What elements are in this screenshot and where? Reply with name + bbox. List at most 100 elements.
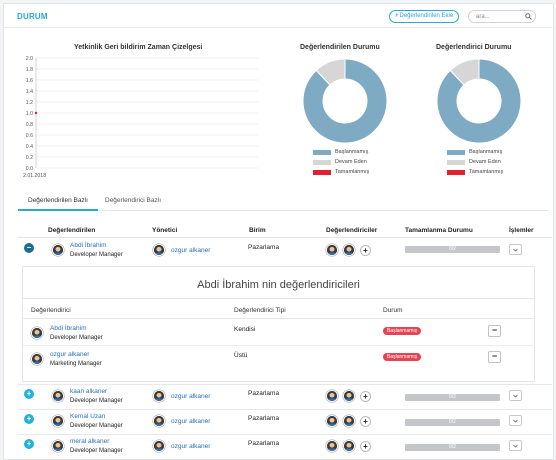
pie-chart-evaluator [436, 58, 522, 144]
actions-dropdown-button[interactable] [509, 244, 522, 255]
pie-legend-evaluated: Başlanmamış Devam Eden Tamamlanmış [313, 147, 369, 177]
evaluated-name-link[interactable]: Abdi İbrahim [70, 242, 107, 249]
add-evaluated-button[interactable]: +Değerlendirilen Ekle [389, 10, 460, 23]
y-tick-label: 0.2 [26, 155, 33, 161]
legend-swatch [447, 169, 465, 175]
detail-header-evaluator: Değerlendirici [31, 307, 71, 314]
legend-swatch [447, 149, 465, 155]
y-tick-label: 0.0 [26, 166, 33, 172]
page-header: DURUM +Değerlendirilen Ekle [4, 4, 553, 28]
evaluators-detail-panel: Abdi İbrahim nin değerlendiricileri Değe… [22, 266, 535, 382]
completion-progress-bar: 0/2 [405, 419, 500, 426]
manager-name-link[interactable]: ozgur alkaner [171, 247, 211, 254]
actions-dropdown-button[interactable] [509, 415, 522, 426]
view-tabs: Değerlendirilen Bazlı Değerlendirici Baz… [18, 193, 548, 211]
expand-row-icon[interactable]: + [24, 439, 34, 449]
avatar [52, 440, 64, 452]
legend-entry[interactable]: Tamamlanmış [447, 167, 503, 177]
legend-entry[interactable]: Devam Eden [313, 157, 369, 167]
evaluator-title: Marketing Manager [50, 361, 102, 367]
legend-swatch [447, 159, 465, 165]
pie-slice-2[interactable] [315, 58, 346, 86]
legend-label: Başlanmamış [469, 149, 503, 155]
add-evaluator-button[interactable]: + [360, 441, 371, 452]
evaluator-avatar[interactable] [326, 390, 338, 402]
unit-cell: Pazarlama [248, 440, 280, 447]
evaluated-name-link[interactable]: kaan alkaner [70, 388, 108, 395]
evaluator-avatar[interactable] [343, 415, 355, 427]
search-icon[interactable] [525, 13, 532, 20]
collapse-row-icon[interactable]: − [24, 243, 34, 253]
evaluator-avatar[interactable] [326, 415, 338, 427]
manager-name-link[interactable]: ozgur alkaner [171, 393, 211, 400]
pie-legend-evaluator: Başlanmamış Devam Eden Tamamlanmış [447, 147, 503, 177]
column-header-unit[interactable]: Birim [249, 227, 266, 234]
pie-slice-1[interactable] [436, 58, 522, 144]
evaluated-title: Developer Manager [70, 448, 123, 454]
actions-dropdown-button[interactable] [509, 390, 522, 401]
legend-entry[interactable]: Devam Eden [447, 157, 503, 167]
legend-label: Devam Eden [469, 159, 501, 165]
avatar [31, 353, 43, 365]
active-tab-indicator [18, 209, 98, 211]
legend-label: Tamamlanmış [469, 169, 504, 175]
completion-progress-bar: 0/2 [405, 444, 500, 451]
pie-slice-1[interactable] [302, 58, 388, 144]
column-header-manager[interactable]: Yönetici [152, 227, 178, 234]
unit-cell: Pazarlama [248, 415, 280, 422]
y-tick-label: 2.0 [26, 56, 33, 62]
legend-label: Tamamlanmış [335, 169, 370, 175]
row-divider [18, 434, 552, 435]
avatar [153, 415, 165, 427]
evaluator-avatar[interactable] [343, 440, 355, 452]
manager-name-link[interactable]: ozgur alkaner [171, 418, 211, 425]
manager-name-link[interactable]: ozgur alkaner [171, 443, 211, 450]
evaluator-avatar[interactable] [343, 244, 355, 256]
add-evaluator-button[interactable]: + [360, 391, 371, 402]
chevron-down-icon [513, 444, 518, 448]
evaluator-avatar[interactable] [326, 440, 338, 452]
data-point[interactable] [34, 111, 38, 115]
pie-chart-title-evaluated: Değerlendirilen Durumu [300, 44, 380, 51]
legend-label: Devam Eden [335, 159, 367, 165]
actions-dropdown-button[interactable] [509, 440, 522, 451]
evaluator-type: Kendisi [234, 326, 256, 333]
column-header-evaluated[interactable]: Değerlendirilen [48, 227, 96, 234]
table-header-divider [18, 237, 552, 238]
pie-slice-2[interactable] [449, 58, 480, 86]
legend-label: Başlanmamış [335, 149, 369, 155]
evaluated-title: Developer Manager [70, 423, 123, 429]
evaluated-name-link[interactable]: meral alkaner [70, 438, 110, 445]
column-header-completion[interactable]: Tamamlanma Durumu [405, 227, 473, 234]
detail-title-divider [23, 298, 534, 299]
legend-entry[interactable]: Başlanmamış [313, 147, 369, 157]
legend-swatch [313, 149, 331, 155]
line-chart-title: Yetkinlik Geri bildirim Zaman Çizelgesi [74, 44, 203, 51]
line-chart: 2.0 1.8 1.6 1.4 1.2 1.0 0.8 0.6 0.4 0.2 0.02.01.20… [23, 56, 258, 179]
y-tick-label: 1.4 [26, 89, 33, 95]
add-evaluator-button[interactable]: + [360, 245, 371, 256]
evaluator-avatar[interactable] [326, 244, 338, 256]
pie-chart-evaluated [302, 58, 388, 144]
evaluator-name-link[interactable]: Abdi İbrahim [50, 325, 87, 332]
legend-entry[interactable]: Başlanmamış [447, 147, 503, 157]
add-evaluator-button[interactable]: + [360, 416, 371, 427]
evaluator-name-link[interactable]: ozgur alkaner [50, 351, 90, 358]
avatar [153, 244, 165, 256]
legend-entry[interactable]: Tamamlanmış [313, 167, 369, 177]
search-input[interactable] [468, 10, 536, 23]
tab-evaluator-based[interactable]: Değerlendirici Bazlı [105, 197, 161, 204]
remove-evaluator-button[interactable]: − [488, 325, 501, 337]
x-tick-label: 2.01.2018 [23, 173, 46, 179]
expand-row-icon[interactable]: + [24, 414, 34, 424]
column-header-evaluators[interactable]: Değerlendiriciler [326, 227, 378, 234]
remove-evaluator-button[interactable]: − [488, 351, 501, 363]
expand-row-icon[interactable]: + [24, 389, 34, 399]
evaluator-avatar[interactable] [343, 390, 355, 402]
evaluator-type: Üstü [234, 352, 248, 359]
evaluated-name-link[interactable]: Kemal Uzan [70, 413, 106, 420]
y-tick-label: 1.2 [26, 100, 33, 106]
tab-evaluated-based[interactable]: Değerlendirilen Bazlı [28, 197, 88, 204]
add-evaluated-label: Değerlendirilen Ekle [399, 13, 454, 19]
y-tick-label: 0.6 [26, 133, 33, 139]
